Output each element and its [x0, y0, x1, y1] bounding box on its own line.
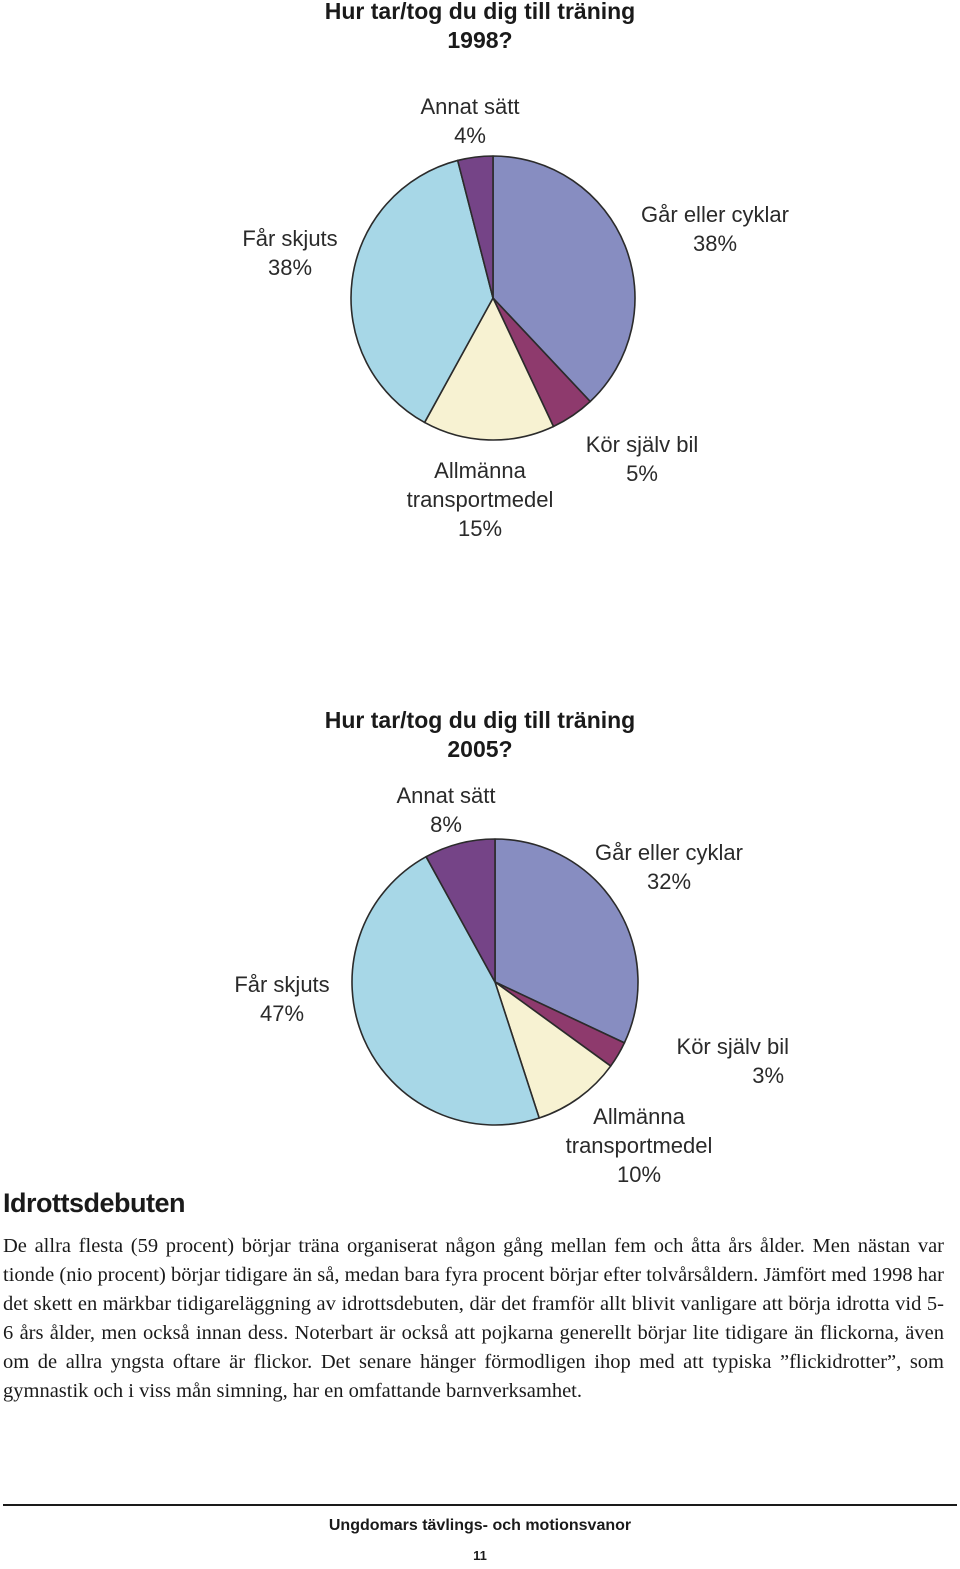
chart-1-label-annat-satt: Annat sätt 4% — [380, 92, 560, 150]
label-name: Kör själv bil — [676, 1034, 789, 1059]
pie-slice-g-r-eller-cyklar — [492, 155, 636, 403]
label-value: 3% — [752, 1063, 784, 1088]
chart-2-label-gar-eller-cyklar: Går eller cyklar 32% — [566, 838, 772, 896]
label-value: 8% — [430, 812, 462, 837]
chart-1-title: Hur tar/tog du dig till träning 1998? — [0, 0, 960, 55]
chart-2-label-far-skjuts: Får skjuts 47% — [212, 970, 352, 1028]
page-number: 11 — [473, 1548, 487, 1563]
chart-2-label-kor-sjalv-bil: Kör själv bil 3% — [637, 1032, 789, 1090]
label-name: Annat sätt — [396, 783, 496, 808]
chart-2-title-line-2: 2005? — [447, 736, 513, 762]
chart-2-title-line-1: Hur tar/tog du dig till träning — [324, 707, 636, 733]
chart-1-label-allmanna-transportmedel: Allmänna transportmedel 15% — [390, 456, 570, 543]
body-paragraph: De allra flesta (59 procent) börjar trän… — [3, 1235, 944, 1402]
label-name: Får skjuts — [242, 226, 338, 251]
pie-chart-1998 — [350, 155, 636, 441]
label-name: Går eller cyklar — [595, 840, 743, 865]
chart-2-label-annat-satt: Annat sätt 8% — [356, 781, 536, 839]
label-value: 5% — [626, 461, 658, 486]
label-value: 32% — [646, 869, 692, 894]
pie-slice-f-r-skjuts — [350, 159, 494, 424]
label-value: 15% — [457, 516, 503, 541]
label-value: 38% — [692, 231, 738, 256]
label-value: 47% — [259, 1001, 305, 1026]
pie-slice-annat-s-tt — [425, 838, 496, 983]
section-heading: Idrottsdebuten — [3, 1188, 186, 1218]
label-value: 4% — [454, 123, 486, 148]
label-name: Kör själv bil — [585, 432, 699, 457]
footer-title: Ungdomars tävlings- och motionsvanor — [328, 1517, 632, 1534]
chart-1-label-kor-sjalv-bil: Kör själv bil 5% — [566, 430, 718, 488]
pie-slice-annat-s-tt — [456, 155, 494, 299]
label-name: Allmänna — [434, 458, 526, 483]
pie-slice-g-r-eller-cyklar — [494, 838, 639, 1044]
chart-1-label-far-skjuts: Får skjuts 38% — [220, 224, 360, 282]
pie-chart-2005 — [351, 838, 639, 1126]
label-value: 38% — [267, 255, 313, 280]
chart-1-title-line-1: Hur tar/tog du dig till träning — [324, 0, 636, 24]
label-name-2: transportmedel — [406, 487, 554, 512]
chart-1-label-gar-eller-cyklar: Går eller cyklar 38% — [612, 200, 818, 258]
chart-2-title: Hur tar/tog du dig till träning 2005? — [0, 706, 960, 764]
chart-1-title-line-2: 1998? — [447, 27, 513, 53]
footer-divider — [3, 1504, 957, 1506]
label-name: Går eller cyklar — [641, 202, 789, 227]
pie-slice-allm-nna-transportmedel — [494, 981, 612, 1119]
label-name: Får skjuts — [234, 972, 330, 997]
label-name: Allmänna — [593, 1104, 685, 1129]
label-name: Annat sätt — [420, 94, 520, 119]
label-value: 10% — [616, 1162, 662, 1187]
label-name-2: transportmedel — [565, 1133, 713, 1158]
chart-2-label-allmanna-transportmedel: Allmänna transportmedel 10% — [549, 1102, 729, 1189]
pie-slice-f-r-skjuts — [351, 855, 540, 1126]
pie-slice-allm-nna-transportmedel — [423, 297, 555, 441]
